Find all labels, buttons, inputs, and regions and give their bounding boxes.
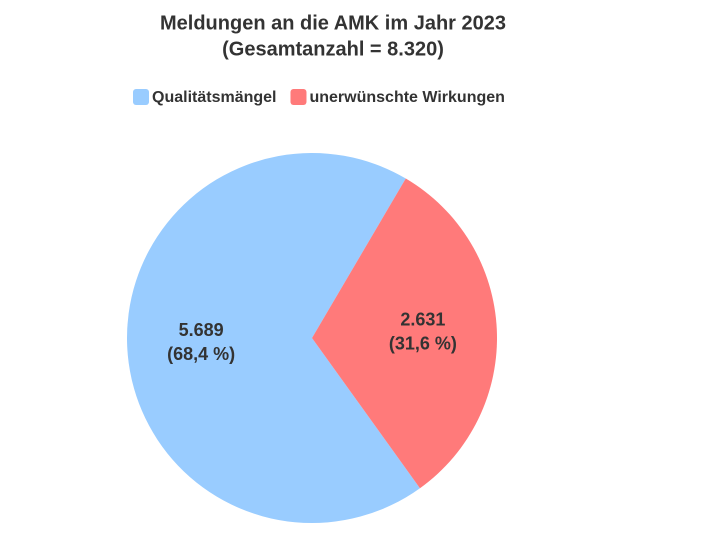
chart-title: Meldungen an die AMK im Jahr 2023	[160, 12, 506, 34]
percent-label: (31,6 %)	[389, 334, 457, 354]
legend-swatch	[133, 89, 149, 105]
chart-subtitle: (Gesamtanzahl = 8.320)	[222, 38, 444, 60]
pie: 5.689 (68,4 %) 2.631 (31,6 %)	[127, 153, 497, 524]
value-label: 5.689	[179, 320, 224, 340]
legend-label: Qualitätsmängel	[152, 89, 276, 106]
percent-label: (68,4 %)	[167, 344, 235, 364]
pie-slice	[312, 178, 497, 489]
pie-slice	[127, 153, 420, 524]
value-label: 2.631	[400, 310, 445, 330]
legend-swatch	[290, 89, 307, 105]
legend: Qualitätsmängel unerwünschte Wirkungen	[133, 89, 505, 106]
legend-label: unerwünschte Wirkungen	[309, 89, 504, 106]
